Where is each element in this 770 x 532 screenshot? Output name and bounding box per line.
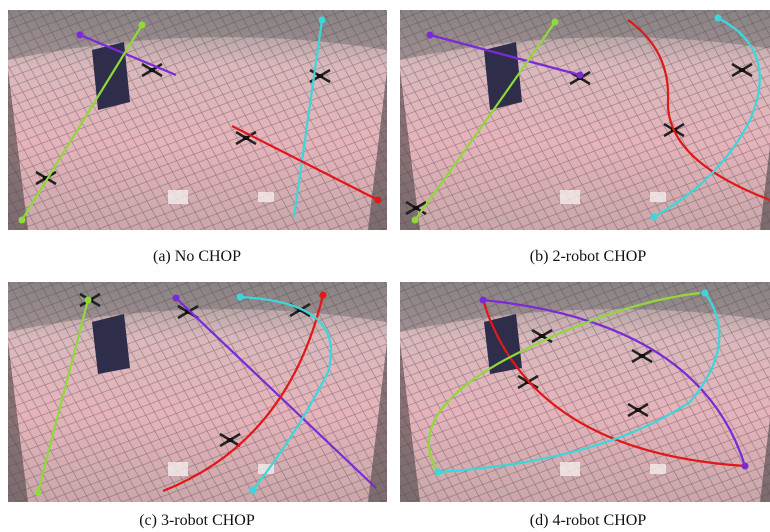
caption: (a) No CHOP (153, 248, 241, 265)
figure: (a) No CHOP (b) 2-robot CHOP (c) 3-robot… (0, 0, 770, 532)
caption: (c) 3-robot CHOP (139, 512, 255, 529)
caption: (d) 4-robot CHOP (530, 512, 647, 529)
panel-c (8, 282, 387, 502)
panel-b (400, 10, 770, 230)
panel-a (8, 10, 387, 230)
page: (a) No CHOP (b) 2-robot CHOP (c) 3-robot… (0, 0, 770, 532)
panel-d (400, 282, 770, 502)
caption: (b) 2-robot CHOP (530, 248, 647, 265)
